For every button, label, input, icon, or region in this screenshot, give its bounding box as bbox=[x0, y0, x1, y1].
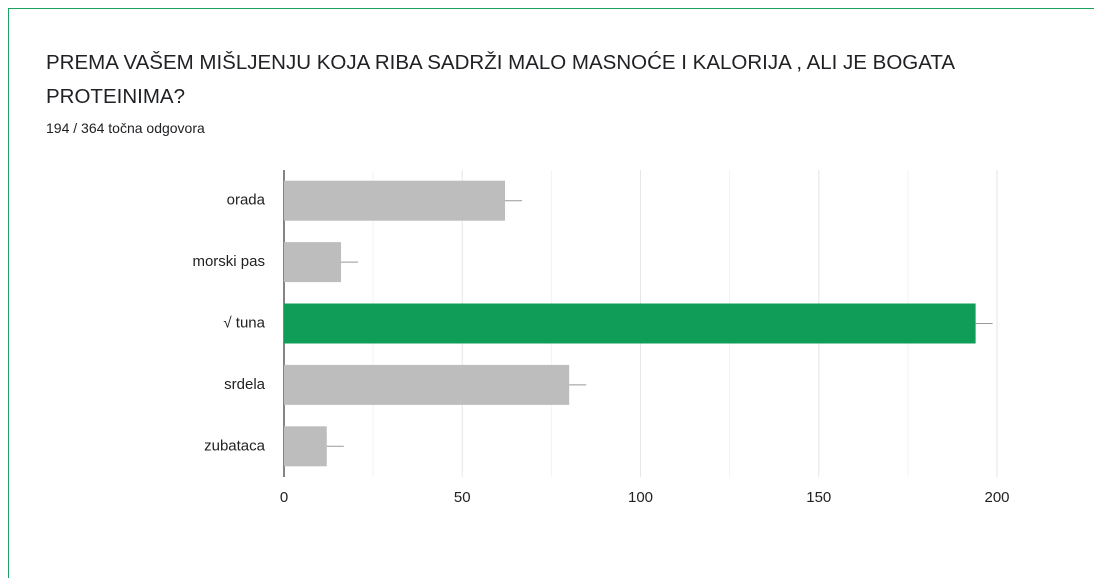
page: {"chart_data": {"type": "bar", "orientat… bbox=[8, 8, 1094, 578]
x-tick-label: 0 bbox=[280, 489, 288, 506]
y-tick-label: morski pas bbox=[192, 253, 265, 270]
x-tick-label: 150 bbox=[806, 489, 831, 506]
x-tick-label: 200 bbox=[984, 489, 1009, 506]
chart-subtitle: 194 / 364 točna odgovora bbox=[46, 120, 205, 136]
y-tick-label: zubataca bbox=[204, 437, 266, 454]
bar bbox=[284, 426, 327, 467]
bar bbox=[284, 180, 506, 221]
y-tick-label: srdela bbox=[224, 376, 266, 393]
card-border bbox=[8, 8, 1094, 578]
chart: 0 50 100 150 200 orada morski pas √ tuna srdela z… bbox=[192, 170, 1010, 506]
y-tick-label: orada bbox=[227, 192, 266, 209]
bar bbox=[284, 303, 976, 344]
bar bbox=[284, 364, 570, 405]
x-tick-label: 50 bbox=[454, 489, 471, 506]
bar bbox=[284, 242, 342, 283]
y-tick-label: √ tuna bbox=[223, 314, 265, 331]
chart-title: PREMA VAŠEM MIŠLJENJU KOJA RIBA SADRŽI M… bbox=[46, 51, 954, 108]
x-tick-label: 100 bbox=[628, 489, 653, 506]
